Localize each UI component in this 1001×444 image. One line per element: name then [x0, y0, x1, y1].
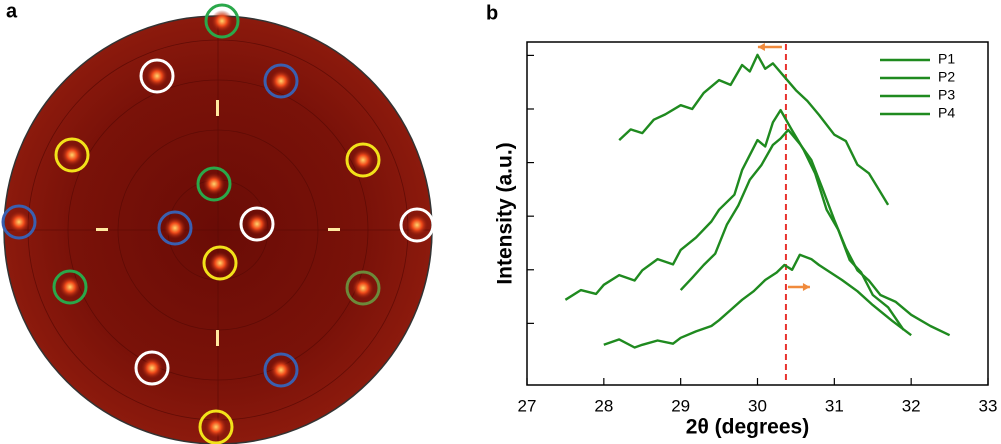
- spot: [406, 214, 428, 236]
- x-tick-label: 29: [671, 396, 690, 415]
- marker-circle: [134, 350, 170, 386]
- spot: [270, 70, 292, 92]
- shift-arrow-head: [757, 43, 765, 51]
- panel-label: a: [6, 0, 18, 22]
- spot: [246, 213, 268, 235]
- spot: [164, 217, 186, 239]
- series-line: [618, 53, 890, 206]
- spot: [61, 144, 83, 166]
- marker-circle: [202, 245, 238, 281]
- spot: [8, 211, 30, 233]
- spot: [146, 65, 168, 87]
- chart: 27 28 29 30 31 32 33 2θ (degrees) Intensity (a.u…: [494, 41, 998, 439]
- marker-circle: [198, 409, 234, 444]
- x-tick-label: 32: [902, 396, 921, 415]
- series-line: [603, 253, 912, 349]
- x-axis-label: 2θ (degrees): [686, 416, 809, 439]
- panel-label: b: [486, 2, 498, 24]
- marker-circle: [345, 270, 381, 306]
- spot: [59, 276, 81, 298]
- legend-label: P3: [938, 87, 955, 103]
- spot: [203, 173, 225, 195]
- x-tick-label: 27: [518, 396, 537, 415]
- series-line: [564, 108, 905, 331]
- plot-frame: [526, 41, 989, 386]
- spot: [352, 277, 374, 299]
- legend-label: P2: [938, 69, 955, 85]
- marker-circle: [54, 137, 90, 173]
- marker-circle: [157, 210, 193, 246]
- x-tick-label: 31: [825, 396, 844, 415]
- marker-circle: [239, 206, 275, 242]
- y-axis-label: Intensity (a.u.): [494, 142, 517, 284]
- marker-circle: [345, 142, 381, 178]
- pole-figure: [1, 3, 435, 444]
- series-line: [679, 128, 951, 337]
- marker-circle: [139, 58, 175, 94]
- spot: [209, 252, 231, 274]
- marker-circle: [263, 352, 299, 388]
- marker-circle: [204, 3, 240, 39]
- marker-circle: [399, 207, 435, 243]
- legend-label: P1: [938, 51, 955, 67]
- marker-circle: [263, 63, 299, 99]
- spot: [205, 416, 227, 438]
- spot: [352, 149, 374, 171]
- spot: [211, 10, 233, 32]
- x-tick-label: 30: [748, 396, 767, 415]
- legend-label: P4: [938, 105, 955, 121]
- x-tick-label: 28: [594, 396, 613, 415]
- spot: [270, 359, 292, 381]
- marker-circle: [196, 166, 232, 202]
- x-tick-label: 33: [979, 396, 998, 415]
- marker-circle: [52, 269, 88, 305]
- marker-circle: [1, 204, 37, 240]
- shift-arrow-head: [802, 283, 810, 291]
- spot: [141, 357, 163, 379]
